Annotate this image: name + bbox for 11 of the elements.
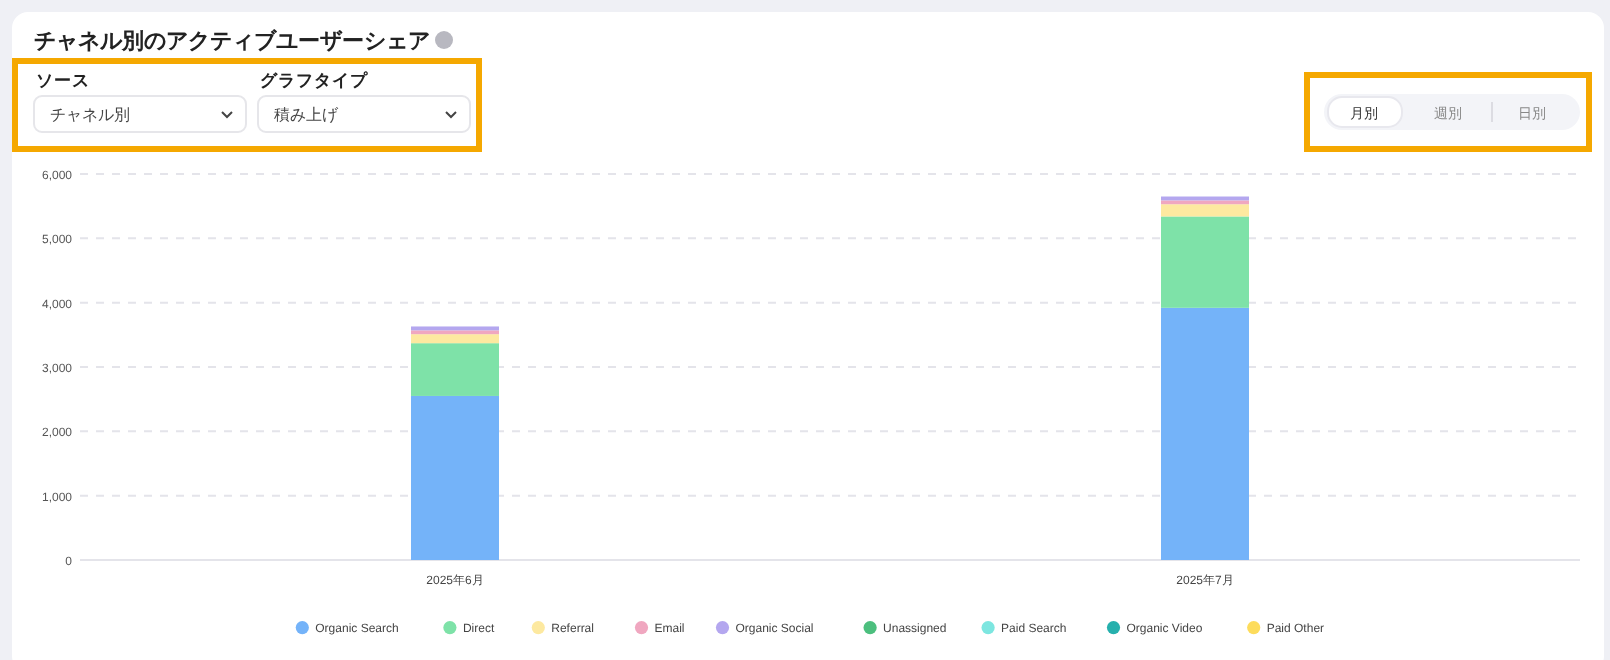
text: ソース [36, 70, 90, 90]
bar [411, 395, 499, 560]
bar [411, 343, 499, 396]
title: チャネル別のアクティブユーザーシェア [34, 30, 430, 54]
bar [1161, 216, 1249, 308]
bar [1161, 307, 1249, 560]
bar [1161, 204, 1249, 217]
bar [411, 334, 499, 344]
dropdown-source: チャネル別 [33, 95, 247, 133]
dropdown-chart-type: 積み上げ [257, 95, 471, 133]
text: グラフタイプ [260, 70, 370, 90]
